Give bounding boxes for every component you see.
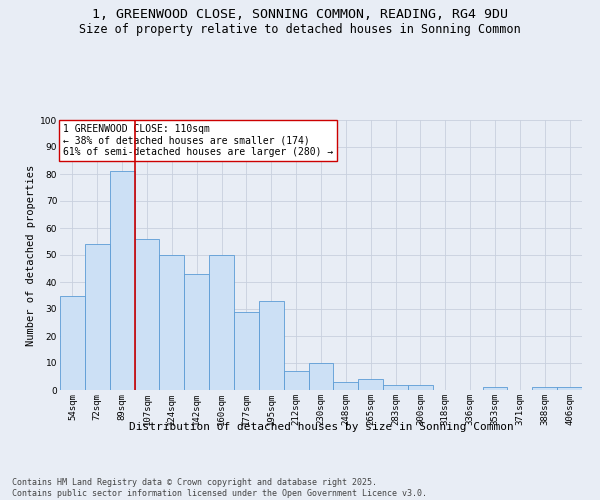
Bar — [60, 296, 85, 390]
Bar — [532, 388, 557, 390]
Text: Contains HM Land Registry data © Crown copyright and database right 2025.
Contai: Contains HM Land Registry data © Crown c… — [12, 478, 427, 498]
Bar — [209, 255, 234, 390]
Bar — [234, 312, 259, 390]
Text: Size of property relative to detached houses in Sonning Common: Size of property relative to detached ho… — [79, 22, 521, 36]
Bar — [184, 274, 209, 390]
Bar — [334, 382, 358, 390]
Text: 1, GREENWOOD CLOSE, SONNING COMMON, READING, RG4 9DU: 1, GREENWOOD CLOSE, SONNING COMMON, READ… — [92, 8, 508, 20]
Text: Distribution of detached houses by size in Sonning Common: Distribution of detached houses by size … — [128, 422, 514, 432]
Bar — [284, 371, 308, 390]
Bar — [383, 384, 408, 390]
Y-axis label: Number of detached properties: Number of detached properties — [26, 164, 36, 346]
Bar — [308, 363, 334, 390]
Bar — [358, 379, 383, 390]
Bar — [259, 301, 284, 390]
Bar — [85, 244, 110, 390]
Bar — [557, 388, 582, 390]
Bar — [482, 388, 508, 390]
Text: 1 GREENWOOD CLOSE: 110sqm
← 38% of detached houses are smaller (174)
61% of semi: 1 GREENWOOD CLOSE: 110sqm ← 38% of detac… — [62, 124, 333, 157]
Bar — [110, 172, 134, 390]
Bar — [408, 384, 433, 390]
Bar — [134, 239, 160, 390]
Bar — [160, 255, 184, 390]
